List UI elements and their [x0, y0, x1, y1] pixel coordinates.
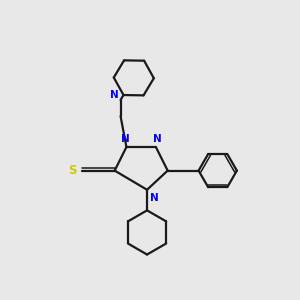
Text: N: N: [121, 134, 129, 144]
Text: N: N: [150, 193, 159, 203]
Text: N: N: [153, 134, 162, 144]
Text: N: N: [110, 90, 119, 100]
Text: S: S: [68, 164, 77, 176]
